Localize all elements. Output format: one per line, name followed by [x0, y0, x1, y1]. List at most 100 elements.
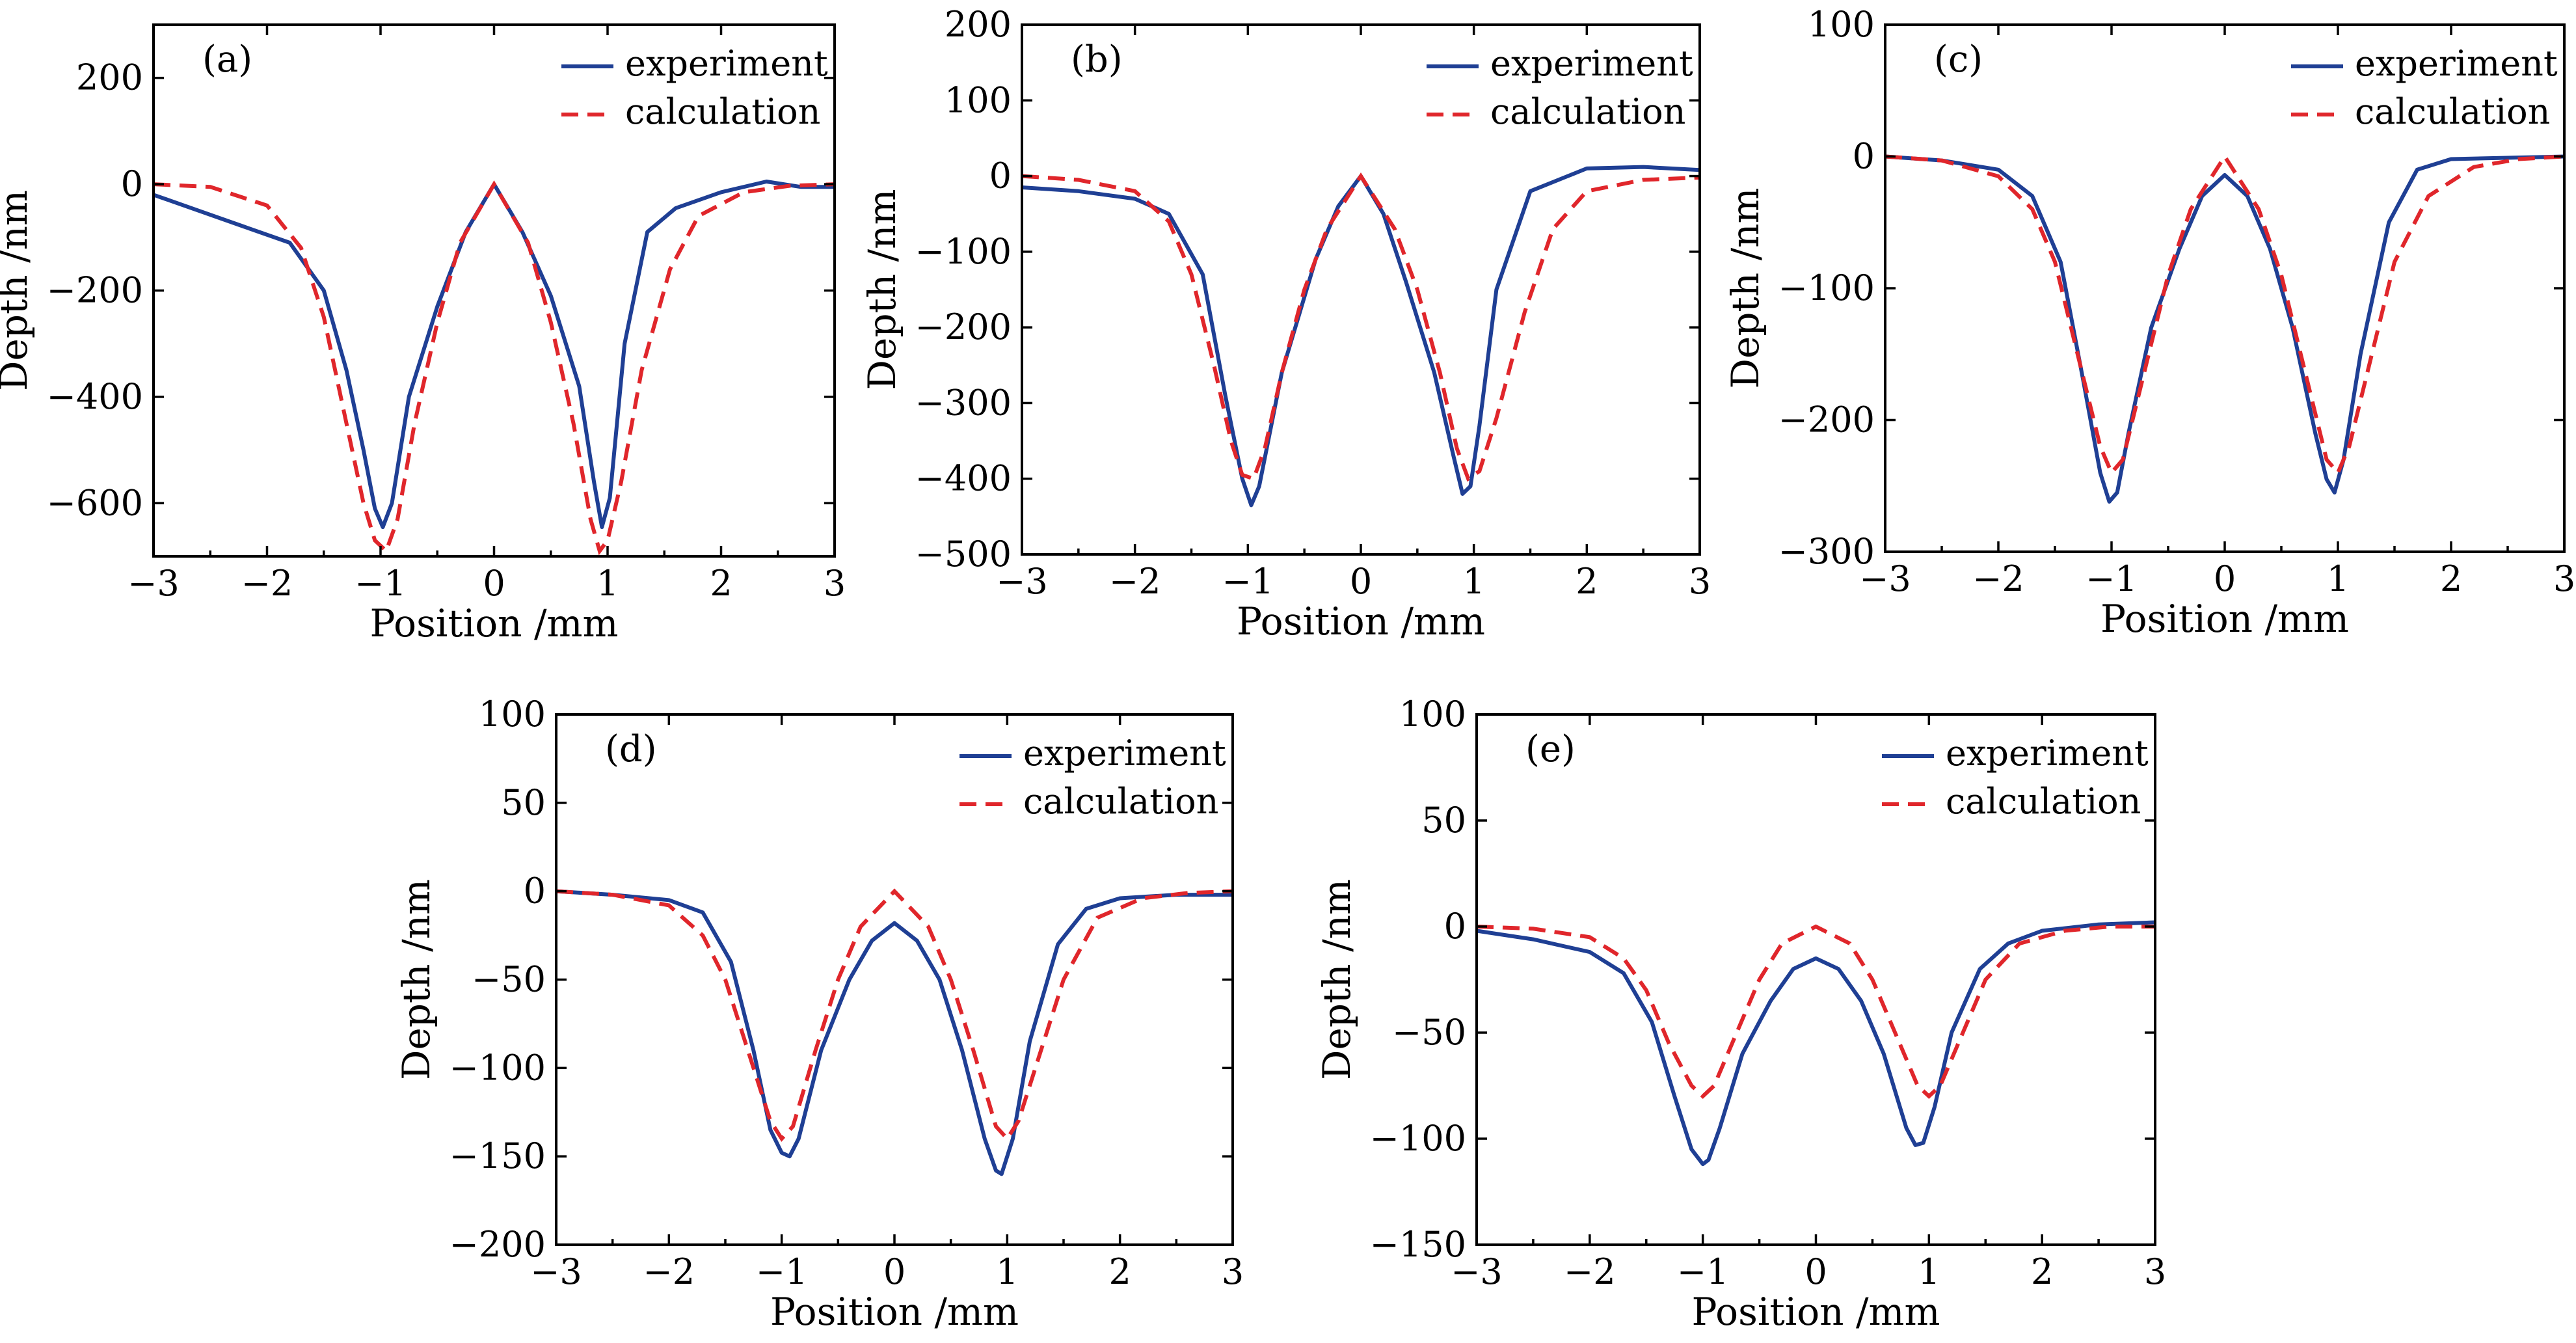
y-tick-label: −100: [915, 231, 1012, 272]
series-experiment: [1476, 920, 2156, 1167]
x-tick-label: 3: [2144, 1251, 2166, 1292]
y-tick-label: 100: [1808, 4, 1875, 45]
legend-label-experiment: experiment: [2355, 43, 2558, 84]
y-tick-label: 50: [501, 782, 546, 823]
legend-label-calculation: calculation: [1023, 781, 1218, 822]
x-tick-label: 1: [597, 563, 619, 604]
x-tick-label: −2: [1109, 561, 1161, 602]
x-tick-label: 0: [1805, 1251, 1827, 1292]
x-tick-label: 3: [824, 563, 846, 604]
y-axis-label: Depth /nm: [860, 189, 904, 390]
y-tick-label: −300: [1778, 531, 1875, 572]
series-experiment: [153, 180, 835, 530]
series-experiment: [556, 889, 1233, 1176]
y-tick-label: 0: [524, 871, 546, 912]
x-axis-label: Position /mm: [1691, 1290, 1940, 1334]
panel-d: −3 −2 −1 0 1 2 3 −200 −150 −100 −50 0 50 100 Position …: [394, 694, 1244, 1334]
legend-label-experiment: experiment: [1946, 733, 2149, 774]
legend-label-experiment: experiment: [1490, 43, 1693, 84]
x-tick-label: 2: [1576, 561, 1598, 602]
panel-label: (d): [605, 728, 657, 770]
legend-label-experiment: experiment: [625, 43, 828, 84]
y-tick-label: −150: [449, 1135, 546, 1176]
x-tick-label: 2: [2031, 1251, 2053, 1292]
y-tick-label: −400: [915, 458, 1012, 499]
series-calculation: [1021, 172, 1700, 482]
y-tick-label: −200: [915, 306, 1012, 347]
legend-label-calculation: calculation: [1490, 91, 1685, 132]
x-tick-label: 2: [1108, 1251, 1131, 1292]
y-tick-label: −100: [449, 1047, 546, 1088]
panel-label: (e): [1525, 728, 1576, 770]
x-tick-label: 0: [1350, 561, 1372, 602]
x-tick-label: 1: [2327, 558, 2349, 599]
y-tick-label: 50: [1421, 800, 1466, 841]
x-tick-label: −1: [355, 563, 407, 604]
y-tick-label: −300: [915, 382, 1012, 423]
x-tick-label: −3: [1859, 558, 1911, 599]
y-tick-label: 0: [1444, 906, 1466, 947]
x-tick-label: −1: [2086, 558, 2138, 599]
series-calculation: [1476, 924, 2155, 1099]
y-tick-label: −200: [47, 270, 143, 311]
x-tick-label: −1: [756, 1251, 808, 1292]
series-calculation: [153, 180, 835, 556]
x-axis-label: Position /mm: [2100, 597, 2349, 641]
y-axis-label: Depth /nm: [394, 879, 438, 1080]
x-tick-label: −3: [127, 563, 180, 604]
x-axis-label: Position /mm: [770, 1290, 1019, 1334]
legend-label-calculation: calculation: [1946, 781, 2141, 822]
y-axis-label: Depth /nm: [1723, 188, 1767, 389]
y-tick-label: 0: [1853, 136, 1875, 177]
x-tick-label: 3: [1222, 1251, 1244, 1292]
y-tick-label: −150: [1370, 1224, 1466, 1265]
legend-label-calculation: calculation: [2355, 91, 2550, 132]
y-axis-label: Depth /nm: [0, 190, 36, 391]
x-tick-label: 0: [2214, 558, 2236, 599]
y-tick-label: 200: [76, 57, 143, 98]
panel-label: (a): [202, 38, 252, 81]
x-tick-label: −2: [241, 563, 293, 604]
panel-a: −3 −2 −1 0 1 2 3 −600 −400 −200 0 200 Position /mm De…: [0, 23, 846, 645]
y-tick-label: −100: [1778, 267, 1875, 308]
x-tick-label: 0: [483, 563, 505, 604]
y-tick-label: −50: [1392, 1012, 1466, 1053]
y-tick-label: 100: [945, 79, 1012, 120]
x-tick-label: −3: [530, 1251, 582, 1292]
x-tick-label: 3: [2553, 558, 2575, 599]
x-tick-label: −3: [996, 561, 1048, 602]
x-tick-label: 3: [1689, 561, 1711, 602]
panel-c: −3 −2 −1 0 1 2 3 −300 −200 −100 0 100 Position /mm De…: [1723, 4, 2575, 641]
x-axis-label: Position /mm: [1237, 599, 1485, 644]
y-axis-label: Depth /nm: [1315, 879, 1359, 1080]
x-tick-label: 1: [996, 1251, 1018, 1292]
series-experiment: [1885, 154, 2565, 504]
panel-e: −3 −2 −1 0 1 2 3 −150 −100 −50 0 50 100 Position /mm D…: [1315, 694, 2166, 1334]
y-tick-label: −50: [472, 959, 546, 1000]
x-tick-label: −2: [1564, 1251, 1616, 1292]
x-tick-label: 2: [710, 563, 732, 604]
x-tick-label: 1: [1462, 561, 1484, 602]
series-calculation: [1885, 152, 2565, 477]
x-tick-label: −1: [1677, 1251, 1729, 1292]
legend-label-experiment: experiment: [1023, 733, 1226, 774]
x-tick-label: 1: [1918, 1251, 1940, 1292]
x-tick-label: 0: [883, 1251, 906, 1292]
x-axis-label: Position /mm: [369, 601, 618, 645]
y-tick-label: −200: [1778, 400, 1875, 441]
x-tick-label: −2: [1972, 558, 2024, 599]
x-tick-label: 2: [2440, 558, 2462, 599]
x-tick-label: −2: [643, 1251, 695, 1292]
y-tick-label: −600: [47, 482, 143, 523]
y-tick-label: 0: [121, 163, 143, 204]
y-tick-label: −400: [47, 376, 143, 417]
x-tick-label: −1: [1222, 561, 1274, 602]
series-calculation: [556, 888, 1233, 1142]
y-tick-label: −100: [1370, 1118, 1466, 1159]
y-tick-label: 200: [945, 4, 1012, 45]
y-tick-label: 100: [1399, 694, 1466, 735]
panel-b: −3 −2 −1 0 1 2 3 −500 −400 −300 −200 −100 0 100 200 Pos…: [860, 4, 1711, 644]
legend-label-calculation: calculation: [625, 91, 820, 132]
panel-label: (c): [1934, 38, 1983, 81]
